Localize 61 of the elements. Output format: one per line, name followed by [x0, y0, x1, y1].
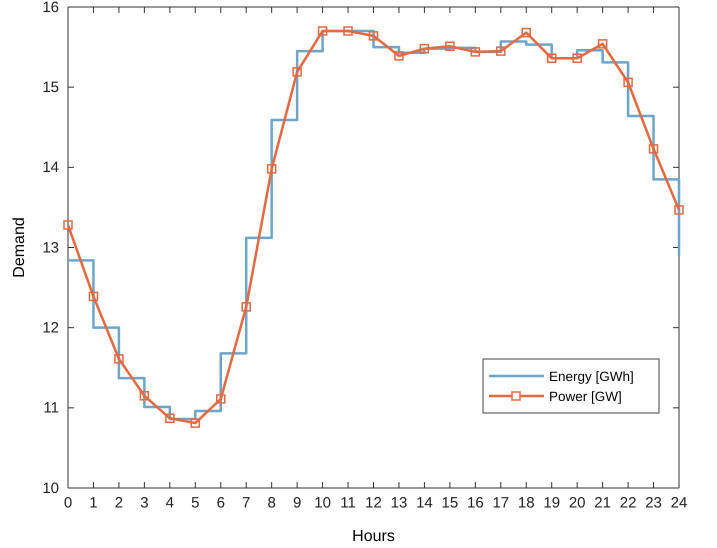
x-tick-label: 16 [466, 494, 484, 512]
point [598, 39, 608, 49]
point [648, 144, 658, 154]
x-tick-label: 17 [492, 494, 510, 512]
point [572, 54, 582, 64]
x-tick-label: 18 [518, 494, 535, 512]
x-tick-label: 11 [340, 494, 356, 512]
point [420, 44, 430, 54]
y-tick-label: 13 [42, 239, 59, 256]
point [496, 46, 506, 56]
point [216, 394, 226, 404]
x-tick-label: 20 [568, 494, 586, 512]
y-tick-label: 10 [42, 480, 59, 497]
x-tick-label: 14 [416, 494, 433, 512]
point [241, 302, 251, 312]
x-tick-label: 7 [242, 494, 250, 512]
y-tick-label: 16 [42, 0, 59, 16]
x-tick-label: 9 [292, 494, 302, 512]
point [394, 51, 404, 61]
x-tick-label: 4 [166, 494, 174, 512]
x-tick-label: 0 [64, 494, 72, 512]
x-tick-label: 12 [365, 494, 382, 512]
point [165, 414, 175, 424]
x-tick-label: 21 [594, 494, 611, 512]
x-tick-label: 5 [191, 494, 200, 512]
point [114, 354, 124, 364]
x-tick-label: 24 [670, 494, 688, 512]
point [343, 26, 353, 36]
point [470, 47, 480, 57]
x-tick-label: 8 [267, 494, 276, 512]
point [140, 391, 150, 401]
x-tick-label: 3 [140, 494, 149, 512]
x-tick-label: 15 [442, 494, 458, 512]
point [190, 418, 200, 428]
point [266, 164, 276, 174]
point [292, 67, 302, 77]
point [674, 205, 684, 215]
y-tick-label: 15 [42, 78, 59, 96]
x-tick-label: 13 [390, 494, 408, 512]
point [63, 220, 73, 230]
x-tick-label: 1 [89, 494, 98, 512]
x-tick-label: 10 [314, 494, 331, 512]
point [623, 78, 633, 88]
x-tick-label: 2 [114, 494, 124, 512]
point [445, 42, 455, 52]
point [368, 31, 378, 41]
point [522, 28, 531, 38]
x-tick-label: 22 [620, 494, 636, 512]
point [546, 54, 556, 64]
point [318, 26, 328, 36]
legend-label: Power [GW] [549, 389, 622, 404]
y-tick-label: 12 [42, 319, 59, 336]
x-axis-title: Hours [352, 528, 395, 545]
point [88, 292, 98, 302]
x-tick-label: 19 [543, 494, 560, 512]
y-axis-title: Demand [11, 217, 28, 278]
y-tick-label: 11 [43, 400, 59, 417]
legend-label: Energy [GWh] [549, 369, 634, 384]
y-tick-label: 14 [42, 159, 59, 176]
x-tick-label: 23 [645, 494, 662, 512]
x-tick-label: 6 [216, 494, 225, 512]
